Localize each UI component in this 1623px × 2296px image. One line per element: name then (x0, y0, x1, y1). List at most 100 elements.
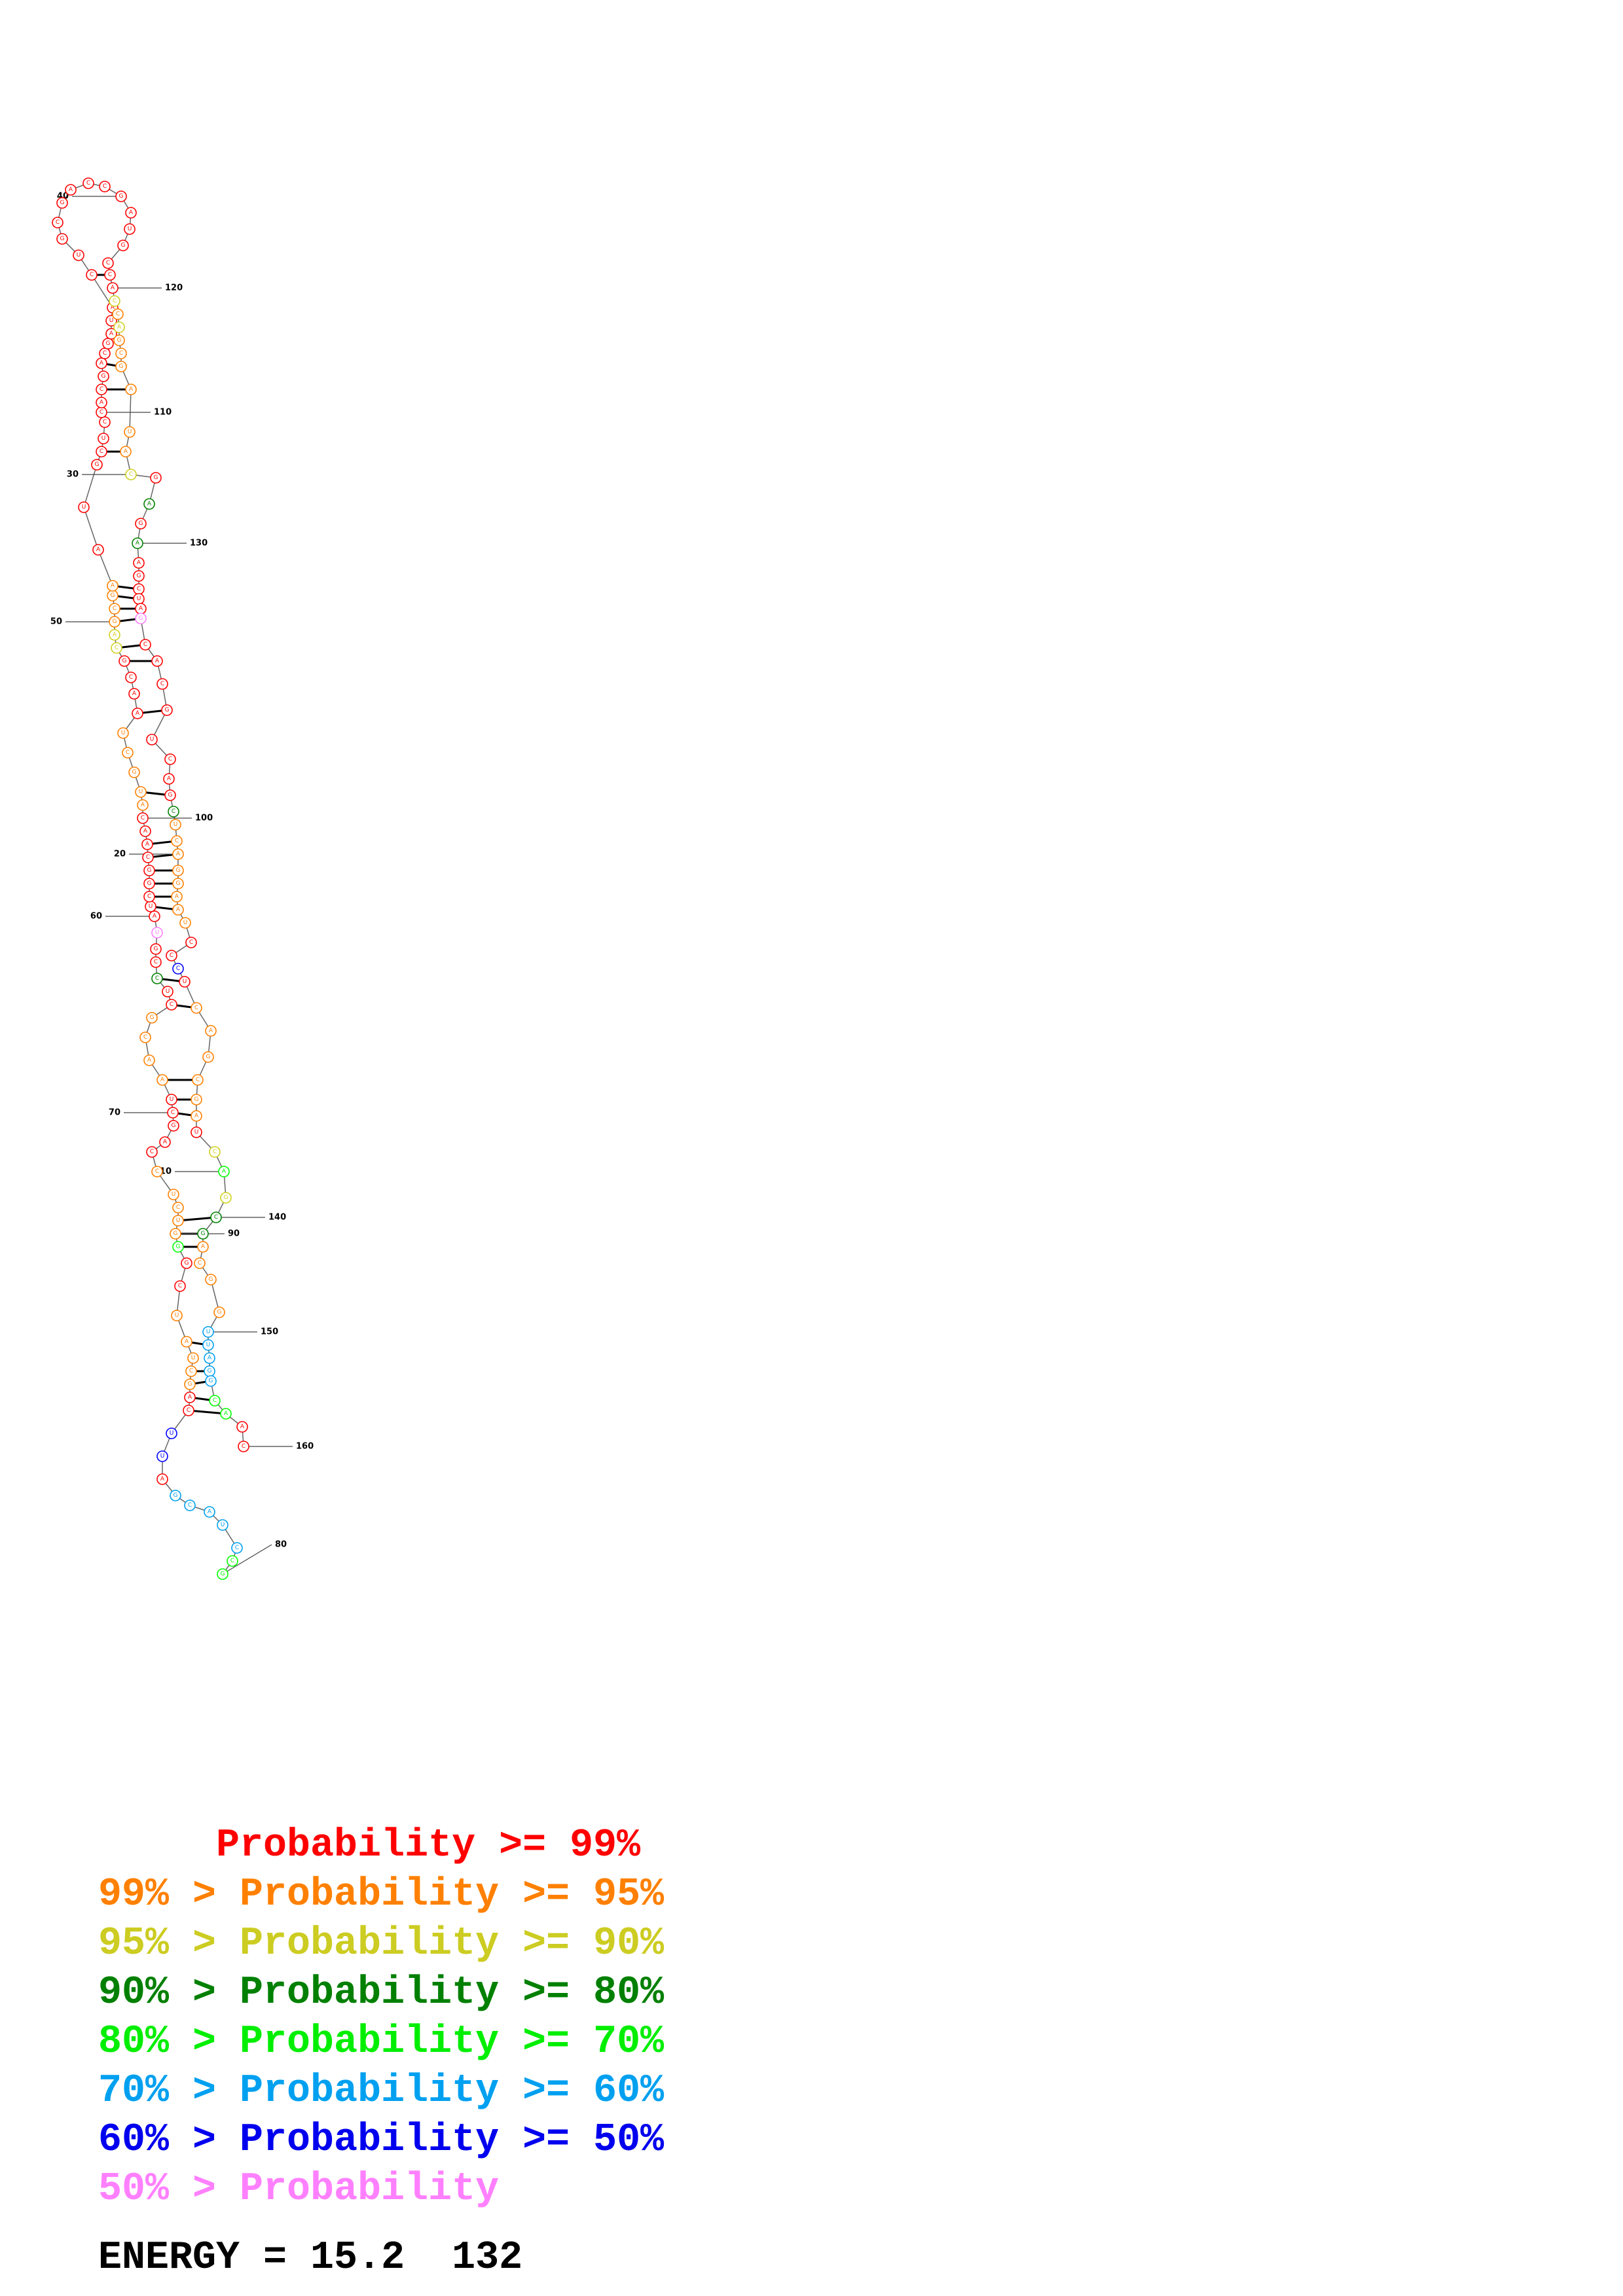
nucleotide: C (209, 1146, 221, 1158)
svg-text:G: G (221, 1571, 225, 1577)
nucleotide: G (117, 240, 129, 251)
nucleotide: C (82, 177, 94, 189)
svg-text:G: G (119, 363, 124, 370)
nucleotide: A (218, 1166, 230, 1177)
nucleotide: A (156, 1473, 168, 1485)
svg-text:C: C (115, 645, 119, 651)
svg-text:G: G (217, 1309, 222, 1316)
nucleotide: C (137, 812, 149, 824)
svg-text:C: C (160, 681, 164, 687)
svg-text:C: C (235, 1545, 239, 1551)
svg-text:C: C (129, 471, 133, 478)
nucleotide: C (171, 835, 183, 847)
position-label: 150 (261, 1327, 278, 1337)
svg-text:A: A (137, 560, 141, 566)
nucleotide: U (172, 1215, 184, 1227)
svg-text:C: C (214, 1214, 218, 1221)
svg-text:U: U (150, 736, 155, 743)
svg-text:U: U (191, 1355, 196, 1361)
svg-text:U: U (221, 1522, 225, 1528)
nucleotide: G (220, 1192, 232, 1204)
nucleotide: A (143, 498, 155, 510)
nucleotide: C (139, 639, 151, 651)
svg-text:A: A (155, 658, 160, 664)
svg-text:A: A (188, 1394, 192, 1401)
svg-text:U: U (173, 821, 178, 828)
svg-text:C: C (100, 386, 103, 393)
svg-text:G: G (209, 1276, 213, 1283)
nucleotide: G (98, 370, 109, 382)
nucleotide: U (146, 734, 158, 745)
nucleotide: C (172, 1202, 184, 1213)
svg-text:G: G (132, 769, 137, 776)
backbone-segment (129, 389, 132, 433)
svg-text:G: G (113, 619, 117, 625)
nucleotide: A (181, 1336, 192, 1348)
nucleotide: A (125, 384, 137, 395)
svg-text:C: C (176, 1204, 180, 1211)
nucleotide: C (174, 1280, 186, 1292)
legend-line-p99: Probability >= 99% (98, 1823, 641, 1868)
svg-text:U: U (206, 1329, 211, 1335)
nucleotide: G (143, 865, 155, 876)
svg-text:A: A (100, 360, 104, 367)
svg-text:A: A (113, 632, 117, 638)
svg-text:G: G (176, 1244, 181, 1250)
svg-text:G: G (147, 880, 152, 887)
nucleotide: G (115, 361, 127, 372)
svg-text:C: C (189, 1368, 193, 1374)
svg-text:G: G (176, 867, 181, 874)
svg-text:U: U (149, 903, 153, 910)
svg-text:C: C (108, 272, 112, 278)
position-label: 20 (114, 850, 126, 859)
backbone-segment (83, 464, 98, 508)
svg-text:A: A (109, 331, 114, 337)
svg-text:A: A (163, 1139, 168, 1145)
nucleotide: C (125, 469, 137, 480)
nucleotide: A (132, 537, 143, 549)
svg-text:U: U (128, 429, 132, 435)
nucleotide: A (143, 1054, 155, 1066)
svg-text:C: C (137, 586, 141, 592)
svg-text:C: C (113, 605, 117, 612)
nucleotide: G (115, 190, 127, 202)
nucleotide: G (184, 1378, 196, 1390)
svg-text:G: G (60, 200, 65, 206)
svg-text:C: C (172, 808, 175, 815)
nucleotide: A (105, 328, 117, 340)
nucleotide: C (167, 1107, 179, 1119)
nucleotide: G (204, 1365, 215, 1377)
nucleotide: U (166, 1427, 177, 1439)
nucleotide: G (56, 197, 68, 209)
nucleotide: A (139, 825, 151, 837)
svg-text:A: A (224, 1410, 228, 1417)
nucleotide: C (185, 1365, 197, 1377)
nucleotide: A (149, 910, 160, 922)
svg-text:C: C (154, 959, 158, 965)
nucleotide: C (96, 384, 107, 395)
nucleotide: A (197, 1241, 209, 1253)
svg-text:C: C (129, 674, 133, 681)
nucleotide: C (209, 1395, 221, 1407)
svg-text:A: A (160, 1077, 165, 1083)
svg-text:G: G (173, 1230, 178, 1237)
nucleotide: U (191, 1126, 202, 1138)
nucleotide: G (150, 472, 162, 484)
nucleotide: C (133, 583, 145, 595)
nucleotide: U (162, 986, 173, 997)
svg-text:G: G (139, 615, 143, 622)
svg-text:C: C (146, 854, 150, 861)
svg-text:G: G (154, 946, 158, 952)
position-label: 140 (268, 1213, 286, 1223)
svg-text:C: C (213, 1397, 217, 1404)
nucleotide: A (184, 1391, 196, 1403)
svg-text:A: A (208, 1355, 212, 1361)
nucleotide: C (52, 217, 64, 228)
nucleotide: A (191, 1110, 202, 1122)
position-label: 120 (165, 283, 183, 293)
svg-text:G: G (173, 1492, 178, 1499)
svg-text:C: C (175, 838, 179, 844)
nucleotide: A (137, 799, 149, 811)
nucleotide: A (113, 321, 125, 333)
svg-text:C: C (168, 756, 172, 762)
